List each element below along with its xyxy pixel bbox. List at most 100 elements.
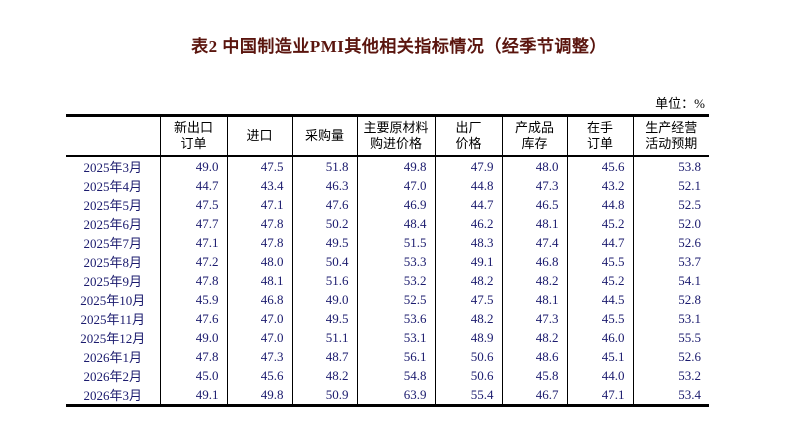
row-label: 2026年1月	[83, 350, 142, 365]
column-header: 生产经营 活动预期	[632, 115, 709, 157]
value-cell: 51.6	[291, 271, 357, 290]
table-row: 2025年3月 49.0 47.5 51.8 49.8 47.9 48.0 45.6 53.8	[66, 156, 709, 176]
row-label: 2025年11月	[80, 312, 146, 327]
value-cell: 46.3	[291, 176, 357, 195]
value-cell: 47.8	[159, 271, 227, 290]
row-label: 2025年7月	[83, 236, 142, 251]
value-cell: 47.7	[159, 214, 227, 233]
value-cell: 46.9	[356, 195, 435, 214]
value-cell: 46.5	[501, 195, 567, 214]
value-cell: 48.2	[501, 271, 567, 290]
value-cell: 48.6	[501, 347, 567, 366]
value-cell: 52.8	[632, 290, 709, 309]
value-cell: 43.2	[566, 176, 633, 195]
value-cell: 48.1	[501, 214, 567, 233]
value-cell: 48.1	[226, 271, 292, 290]
value-cell: 48.1	[501, 290, 567, 309]
value-cell: 53.8	[632, 156, 709, 176]
row-label: 2025年9月	[83, 274, 142, 289]
value-cell: 50.4	[291, 252, 357, 271]
row-label: 2026年2月	[83, 369, 142, 384]
value-cell: 47.0	[226, 328, 292, 347]
table-row: 2025年7月 47.1 47.8 49.5 51.5 48.3 47.4 44.7 52.6	[66, 233, 709, 252]
page-title: 表2 中国制造业PMI其他相关指标情况（经季节调整）	[191, 37, 607, 56]
value-cell: 54.8	[356, 366, 435, 385]
value-cell: 55.5	[632, 328, 709, 347]
value-cell: 51.5	[356, 233, 435, 252]
value-cell: 49.1	[159, 385, 227, 406]
value-cell: 53.1	[356, 328, 435, 347]
value-cell: 44.8	[434, 176, 502, 195]
column-header: 在手 订单	[566, 115, 633, 157]
row-label: 2025年12月	[80, 331, 146, 346]
value-cell: 44.7	[434, 195, 502, 214]
table-header: 新出口 订单 进口 采购量 主要原材料 购进价格 出厂 价格 产成品 库存 在手 订单 生产经营 活动预期	[66, 115, 709, 157]
value-cell: 49.8	[226, 385, 292, 406]
value-cell: 55.4	[434, 385, 502, 406]
value-cell: 45.1	[566, 347, 633, 366]
value-cell: 47.8	[159, 347, 227, 366]
value-cell: 53.4	[632, 385, 709, 406]
value-cell: 54.1	[632, 271, 709, 290]
value-cell: 53.3	[356, 252, 435, 271]
header-row: 新出口 订单 进口 采购量 主要原材料 购进价格 出厂 价格 产成品 库存 在手 订单 生产经营 活动预期	[66, 115, 709, 157]
value-cell: 49.0	[159, 328, 227, 347]
value-cell: 52.5	[356, 290, 435, 309]
value-cell: 50.9	[291, 385, 357, 406]
value-cell: 50.6	[434, 366, 502, 385]
value-cell: 48.9	[434, 328, 502, 347]
table-row: 2025年4月 44.7 43.4 46.3 47.0 44.8 47.3 43.2 52.1	[66, 176, 709, 195]
value-cell: 47.6	[291, 195, 357, 214]
value-cell: 51.1	[291, 328, 357, 347]
value-cell: 46.8	[501, 252, 567, 271]
value-cell: 44.8	[566, 195, 633, 214]
value-cell: 47.0	[226, 309, 292, 328]
value-cell: 52.0	[632, 214, 709, 233]
value-cell: 47.8	[226, 214, 292, 233]
table-row: 2026年2月 45.0 45.6 48.2 54.8 50.6 45.8 44.0 53.2	[66, 366, 709, 385]
value-cell: 44.5	[566, 290, 633, 309]
value-cell: 47.3	[226, 347, 292, 366]
value-cell: 48.2	[434, 271, 502, 290]
value-cell: 53.7	[632, 252, 709, 271]
value-cell: 45.6	[226, 366, 292, 385]
value-cell: 49.5	[291, 309, 357, 328]
table-row: 2026年1月 47.8 47.3 48.7 56.1 50.6 48.6 45.1 52.6	[66, 347, 709, 366]
value-cell: 49.1	[434, 252, 502, 271]
value-cell: 48.0	[501, 156, 567, 176]
table-row: 2026年3月 49.1 49.8 50.9 63.9 55.4 46.7 47.1 53.4	[66, 385, 709, 406]
value-cell: 46.0	[566, 328, 633, 347]
table-row: 2025年11月 47.6 47.0 49.5 53.6 48.2 47.3 45.5 53.1	[66, 309, 709, 328]
value-cell: 47.6	[159, 309, 227, 328]
value-cell: 47.1	[226, 195, 292, 214]
column-header: 采购量	[291, 115, 357, 157]
value-cell: 44.0	[566, 366, 633, 385]
row-label: 2025年3月	[83, 160, 142, 175]
value-cell: 49.8	[356, 156, 435, 176]
value-cell: 45.2	[566, 271, 633, 290]
pmi-indicators-table: 新出口 订单 进口 采购量 主要原材料 购进价格 出厂 价格 产成品 库存 在手 订单 生产经营 活动预期…	[66, 114, 709, 407]
value-cell: 47.1	[159, 233, 227, 252]
unit-label: 单位：%	[655, 96, 705, 111]
value-cell: 48.0	[226, 252, 292, 271]
table-row: 2025年5月 47.5 47.1 47.6 46.9 44.7 46.5 44.8 52.5	[66, 195, 709, 214]
value-cell: 53.2	[356, 271, 435, 290]
value-cell: 48.3	[434, 233, 502, 252]
value-cell: 45.2	[566, 214, 633, 233]
value-cell: 48.2	[434, 309, 502, 328]
value-cell: 50.2	[291, 214, 357, 233]
value-cell: 49.0	[291, 290, 357, 309]
column-header: 产成品 库存	[501, 115, 567, 157]
row-label: 2025年8月	[83, 255, 142, 270]
column-header: 进口	[226, 115, 292, 157]
value-cell: 47.8	[226, 233, 292, 252]
value-cell: 52.6	[632, 233, 709, 252]
value-cell: 49.5	[291, 233, 357, 252]
value-cell: 47.9	[434, 156, 502, 176]
value-cell: 48.4	[356, 214, 435, 233]
value-cell: 53.6	[356, 309, 435, 328]
value-cell: 45.6	[566, 156, 633, 176]
value-cell: 63.9	[356, 385, 435, 406]
value-cell: 47.3	[501, 309, 567, 328]
